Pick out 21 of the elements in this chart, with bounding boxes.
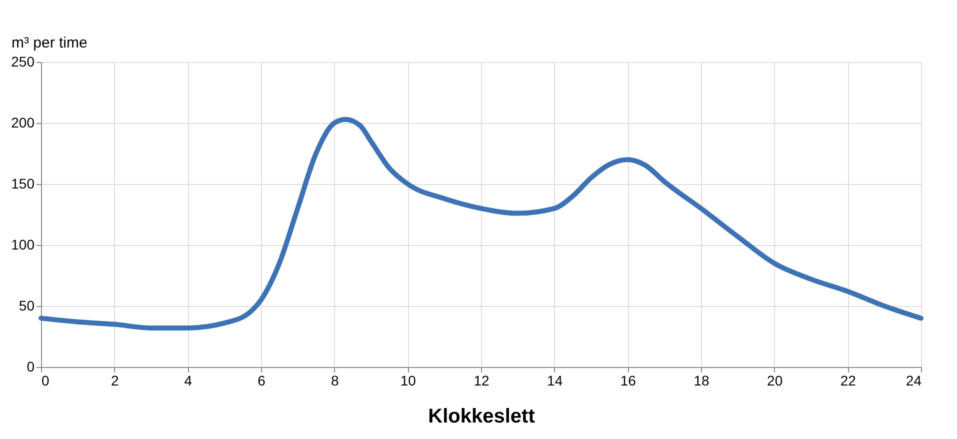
- y-tick-label: 100: [11, 236, 35, 252]
- x-tick-label: 16: [620, 372, 636, 388]
- x-tick-label: 10: [400, 372, 416, 388]
- y-tick-label: 50: [18, 298, 35, 314]
- x-tick-label: 4: [184, 372, 192, 388]
- x-tick-label: 24: [906, 372, 922, 388]
- x-tick-label: 0: [42, 372, 50, 388]
- y-tick-label: 200: [11, 114, 35, 130]
- y-tick-label: 0: [26, 358, 35, 374]
- x-tick-label: 8: [330, 372, 339, 388]
- x-tick-label: 2: [110, 372, 119, 388]
- x-axis-title: Klokkeslett: [428, 406, 536, 428]
- y-tick-label: 150: [11, 176, 35, 192]
- x-tick-label: 14: [547, 372, 563, 388]
- y-tick-label: 250: [11, 54, 35, 70]
- x-tick-label: 20: [767, 372, 783, 388]
- x-tick-label: 6: [258, 372, 266, 388]
- x-tick-label: 12: [474, 372, 490, 388]
- x-tick-label: 22: [840, 372, 856, 388]
- x-tick-label: 18: [694, 372, 710, 388]
- y-axis-title: m³ per time: [12, 34, 88, 52]
